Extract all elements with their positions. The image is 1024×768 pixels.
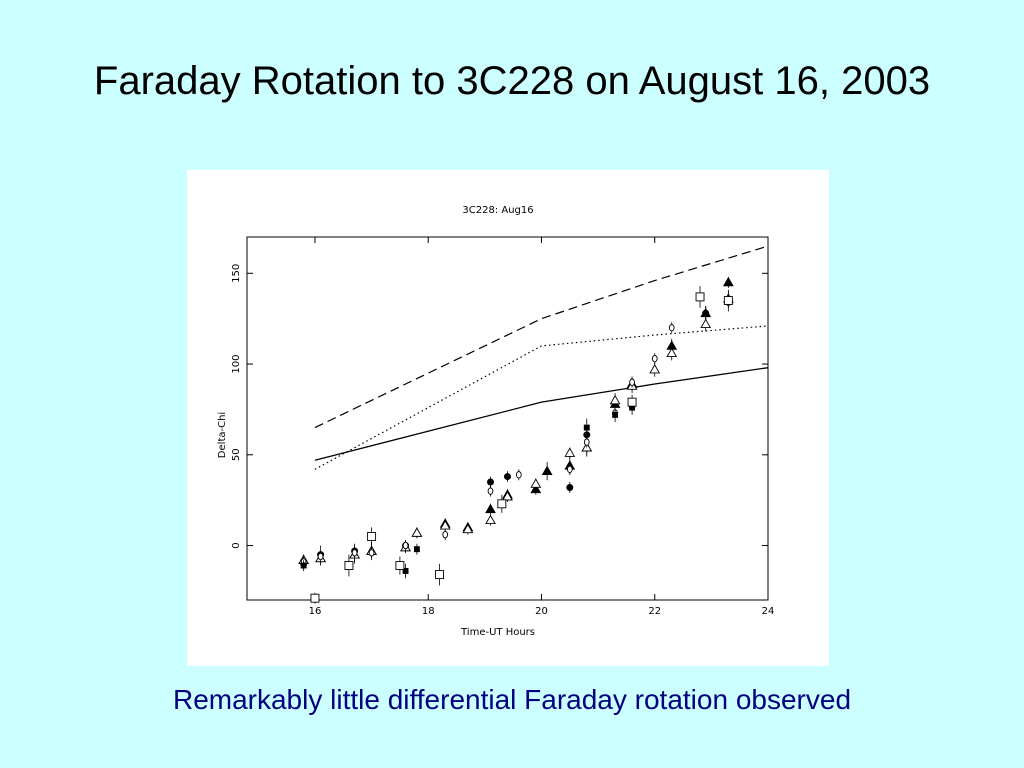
data-point-open-triangle xyxy=(530,478,542,490)
delta-chi-chart: 3C228: Aug16 Time-UT Hours Delta-Chi 16 1… xyxy=(217,205,775,638)
plot-frame xyxy=(246,236,769,601)
data-point-open-square xyxy=(344,554,354,577)
data-point-open-circle xyxy=(368,547,375,559)
x-tick-label: 24 xyxy=(762,606,775,617)
data-point-open-circle xyxy=(402,540,409,551)
y-tick-label: 100 xyxy=(231,355,242,374)
data-point-filled-square xyxy=(612,407,619,423)
model-line-dotted xyxy=(314,325,769,470)
data-point-open-triangle xyxy=(609,393,621,408)
x-tick-label: 20 xyxy=(535,606,548,617)
data-point-open-triangle xyxy=(411,527,423,539)
data-point-filled-triangle xyxy=(722,276,734,288)
data-point-open-circle xyxy=(583,436,590,448)
data-point-filled-square xyxy=(413,543,420,555)
x-axis-label: Time-UT Hours xyxy=(460,627,535,638)
data-point-open-square xyxy=(395,556,405,575)
data-point-open-square xyxy=(627,394,637,410)
data-point-open-circle xyxy=(629,376,635,388)
data-point-open-square xyxy=(723,289,733,312)
data-point-open-triangle xyxy=(666,345,678,361)
data-point-filled-circle xyxy=(504,471,511,483)
data-point-open-triangle xyxy=(502,491,513,502)
data-point-open-circle xyxy=(487,485,494,497)
slide-title: Faraday Rotation to 3C228 on August 16, … xyxy=(93,59,931,103)
data-point-open-square xyxy=(367,527,377,546)
model-line-dashed xyxy=(314,245,769,429)
data-point-filled-circle xyxy=(566,482,574,493)
data-point-open-circle xyxy=(351,547,358,559)
data-point-open-circle xyxy=(651,353,658,365)
x-tick-label: 22 xyxy=(648,606,661,617)
data-point-filled-square xyxy=(300,560,307,571)
data-point-filled-triangle xyxy=(485,503,496,515)
chart-title: 3C228: Aug16 xyxy=(462,205,533,216)
data-point-filled-triangle xyxy=(541,462,553,481)
x-tick-label: 18 xyxy=(422,606,435,617)
data-point-open-circle xyxy=(668,322,675,334)
data-point-open-triangle xyxy=(649,362,661,377)
x-tick-label: 16 xyxy=(309,606,322,617)
data-point-open-square xyxy=(497,494,507,513)
model-line-solid xyxy=(314,367,769,461)
y-axis-label: Delta-Chi xyxy=(217,412,228,458)
data-point-filled-square xyxy=(402,563,409,579)
plot-panel: 3C228: Aug16 Time-UT Hours Delta-Chi 16 1… xyxy=(187,170,829,666)
data-point-open-square xyxy=(695,286,705,308)
y-tick-label: 50 xyxy=(231,448,242,461)
data-point-open-circle xyxy=(442,529,449,541)
data-point-open-circle xyxy=(515,469,522,481)
data-point-open-circle xyxy=(317,550,324,562)
data-point-open-triangle xyxy=(462,523,474,535)
data-point-open-triangle xyxy=(700,316,712,332)
data-point-open-square xyxy=(435,563,444,586)
data-point-open-triangle xyxy=(485,514,496,526)
slide-caption: Remarkably little differential Faraday r… xyxy=(172,684,852,715)
data-point-filled-square xyxy=(583,418,590,437)
data-point-open-triangle xyxy=(564,447,576,459)
y-tick-label: 150 xyxy=(231,264,242,283)
y-tick-label: 0 xyxy=(231,542,242,548)
data-point-open-circle xyxy=(566,463,573,475)
data-point-open-square xyxy=(310,592,320,604)
